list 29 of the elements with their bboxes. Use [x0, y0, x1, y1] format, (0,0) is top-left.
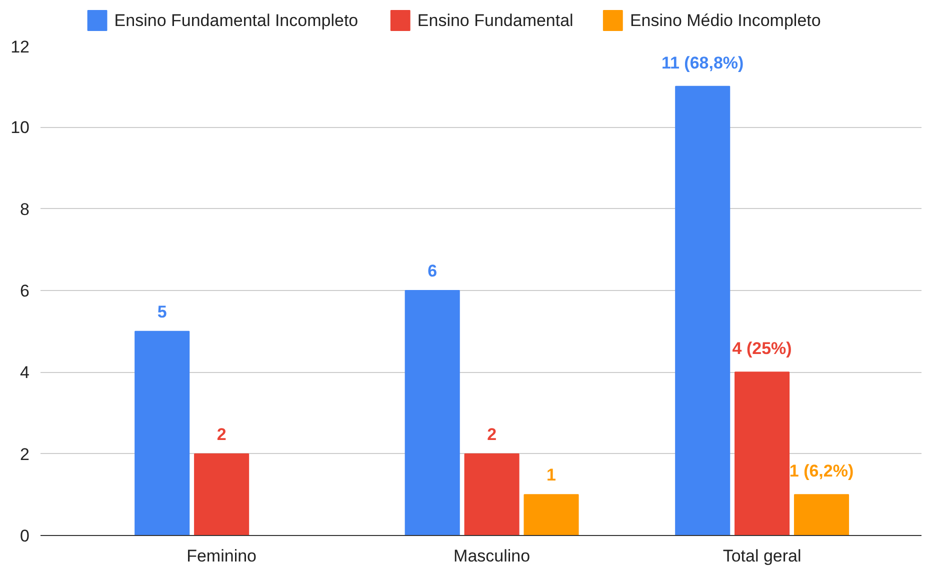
bar	[734, 372, 790, 536]
bar	[404, 290, 460, 536]
y-tick-label: 2	[20, 444, 30, 464]
legend-label: Ensino Médio Incompleto	[630, 11, 821, 30]
y-tick-label: 6	[20, 282, 30, 300]
data-label: 1 (6,2%)	[789, 462, 854, 481]
bar	[675, 86, 730, 536]
data-label: 2	[216, 424, 226, 444]
x-tick-label: Feminino	[186, 546, 257, 566]
data-label: 4 (25%)	[732, 339, 792, 358]
data-label: 6	[428, 262, 438, 280]
data-label: 5	[157, 302, 167, 322]
bar	[194, 453, 250, 536]
y-tick-label: 4	[20, 363, 30, 382]
data-label: 1	[546, 466, 556, 485]
x-tick-label: Masculino	[454, 546, 530, 566]
legend-label: Ensino Fundamental Incompleto	[114, 11, 358, 30]
y-tick-label: 12	[10, 38, 30, 56]
y-tick-label: 10	[10, 118, 30, 138]
legend-label: Ensino Fundamental	[417, 11, 574, 30]
y-tick-label: 0	[20, 526, 30, 546]
bar	[794, 494, 850, 536]
bar	[134, 330, 190, 536]
data-label: 2	[487, 424, 497, 444]
y-tick-label: 8	[20, 200, 30, 219]
data-label: 11 (68,8%)	[661, 53, 744, 72]
bar	[524, 494, 579, 536]
x-tick-label: Total geral	[722, 546, 802, 566]
bar	[464, 453, 520, 536]
